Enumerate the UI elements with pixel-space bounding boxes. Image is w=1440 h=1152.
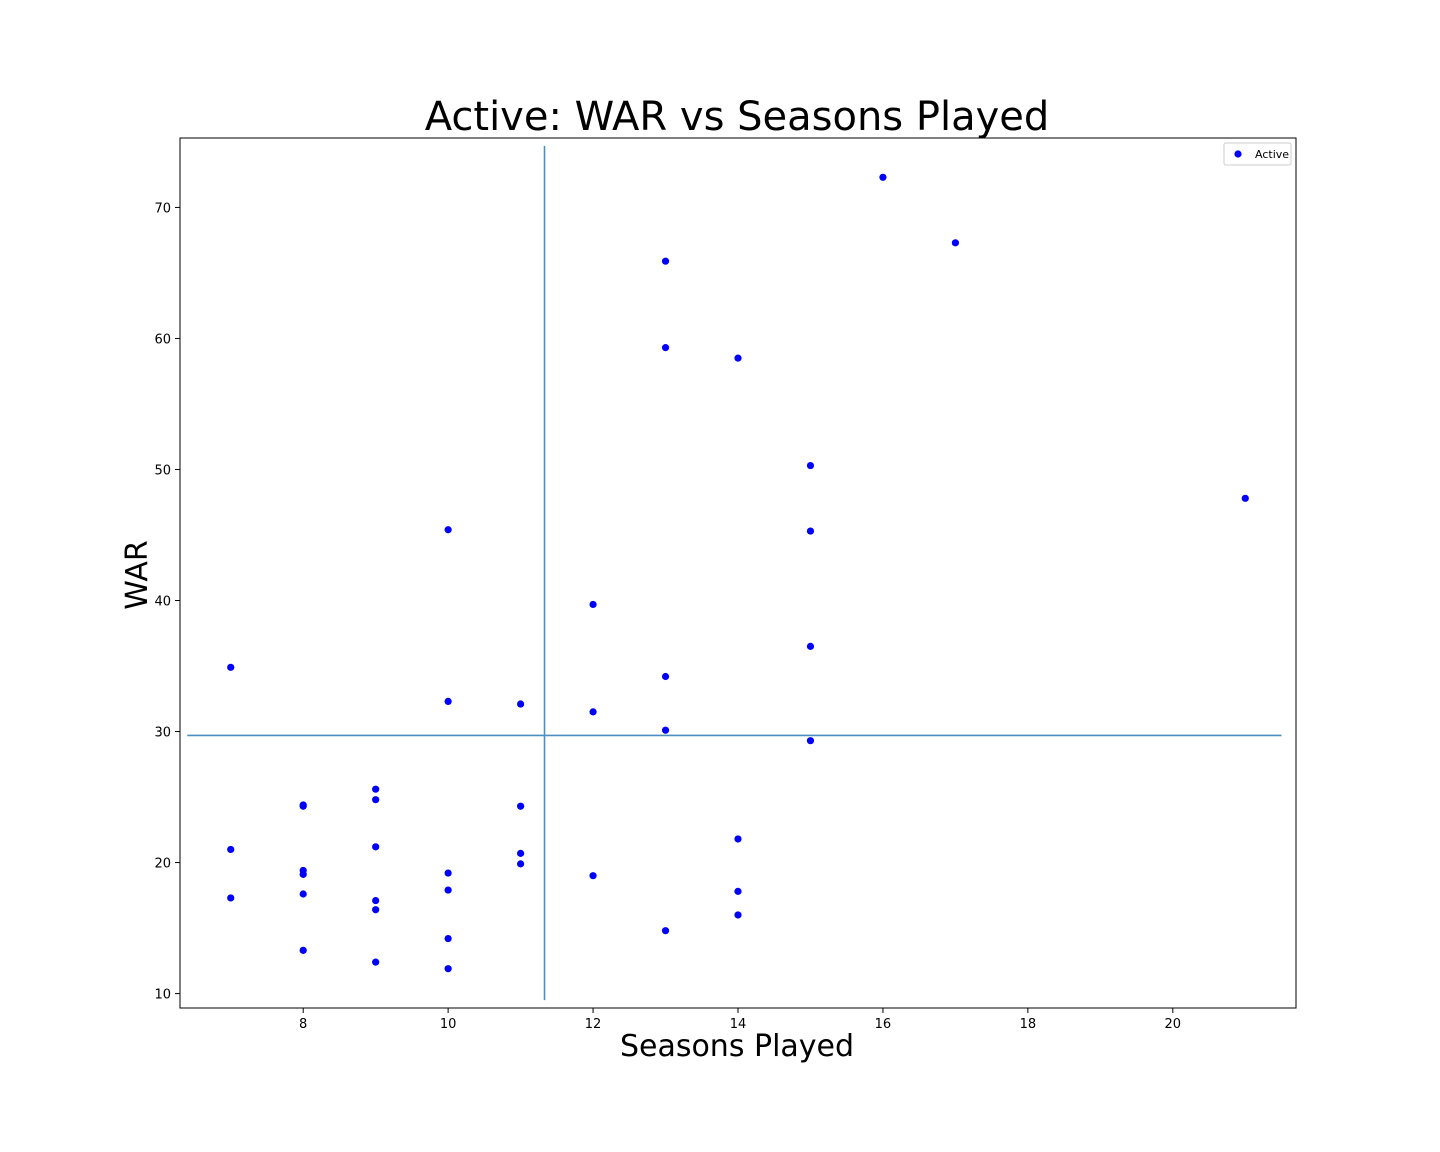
y-tick-label: 10 bbox=[154, 988, 171, 1003]
x-tick-label: 12 bbox=[585, 1017, 602, 1032]
data-point bbox=[734, 911, 742, 919]
data-point bbox=[589, 600, 597, 609]
data-point bbox=[299, 801, 307, 809]
data-point bbox=[734, 354, 742, 362]
data-point bbox=[372, 843, 380, 851]
data-point bbox=[299, 870, 307, 878]
data-point bbox=[227, 663, 235, 671]
data-point bbox=[661, 344, 670, 352]
data-point bbox=[444, 886, 452, 894]
data-point bbox=[516, 860, 525, 868]
data-point bbox=[1241, 494, 1249, 502]
legend: Active bbox=[1223, 142, 1292, 166]
data-point bbox=[661, 726, 670, 734]
data-point bbox=[516, 849, 525, 857]
data-point bbox=[661, 672, 670, 681]
data-point bbox=[372, 785, 380, 793]
data-point bbox=[372, 796, 380, 804]
data-point bbox=[589, 708, 597, 716]
legend-box bbox=[1223, 142, 1292, 166]
data-point bbox=[951, 239, 960, 247]
chart-title: Active: WAR vs Seasons Played bbox=[425, 94, 1050, 140]
data-point bbox=[299, 890, 307, 898]
data-point bbox=[734, 887, 742, 895]
x-tick-label: 10 bbox=[440, 1017, 457, 1032]
data-point bbox=[299, 946, 307, 954]
plot-area: 8 10 12 14 16 18 20 10 20 30 40 50 60 70 bbox=[154, 137, 1297, 1032]
data-point bbox=[444, 934, 452, 943]
data-point bbox=[879, 173, 887, 181]
data-point bbox=[372, 906, 380, 914]
data-point bbox=[372, 896, 380, 905]
data-point bbox=[444, 526, 452, 534]
data-point bbox=[734, 835, 742, 843]
y-tick-label: 30 bbox=[154, 726, 171, 741]
data-point bbox=[227, 894, 235, 902]
x-tick-label: 16 bbox=[875, 1017, 892, 1032]
x-tick-label: 20 bbox=[1165, 1017, 1182, 1032]
data-point bbox=[806, 642, 815, 650]
y-tick-label: 50 bbox=[154, 463, 171, 478]
data-point bbox=[661, 927, 670, 935]
legend-label: Active bbox=[1255, 148, 1289, 161]
data-point bbox=[227, 845, 235, 854]
x-tick-label: 14 bbox=[730, 1017, 747, 1032]
x-tick-label: 8 bbox=[299, 1017, 307, 1032]
data-point bbox=[661, 257, 670, 265]
data-point bbox=[806, 737, 815, 745]
data-point bbox=[444, 697, 452, 706]
y-tick-label: 40 bbox=[154, 595, 171, 610]
data-point bbox=[589, 872, 597, 880]
data-point bbox=[516, 700, 525, 708]
data-point bbox=[516, 802, 525, 810]
y-tick-label: 70 bbox=[154, 201, 171, 216]
y-tick-label: 20 bbox=[154, 857, 171, 872]
data-point bbox=[444, 869, 452, 877]
data-point bbox=[806, 527, 815, 535]
legend-marker bbox=[1234, 150, 1242, 158]
x-axis-label: Seasons Played bbox=[620, 1029, 854, 1064]
plot-frame bbox=[179, 137, 1297, 1009]
data-point bbox=[444, 965, 452, 973]
x-tick-label: 18 bbox=[1020, 1017, 1037, 1032]
y-tick-label: 60 bbox=[154, 332, 171, 347]
data-point bbox=[372, 958, 380, 966]
y-axis-label: WAR bbox=[120, 540, 155, 609]
data-point bbox=[806, 461, 815, 470]
